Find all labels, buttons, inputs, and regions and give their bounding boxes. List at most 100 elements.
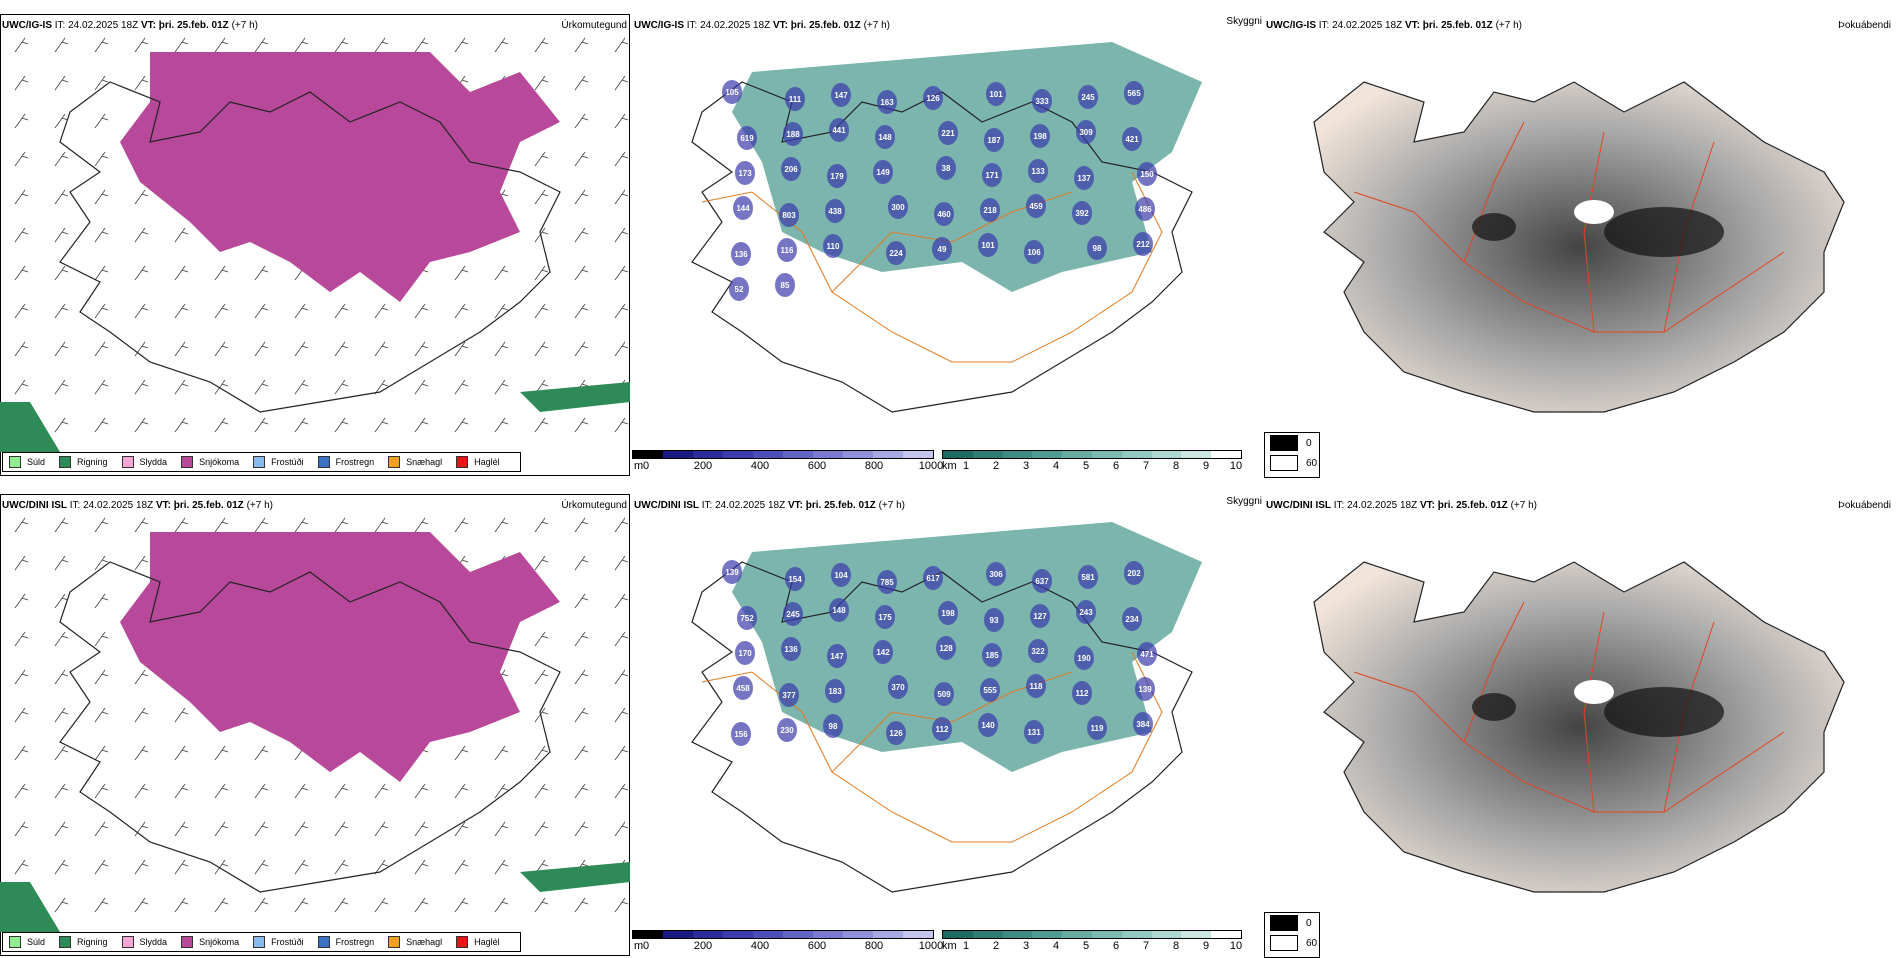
wind-barb [14, 859, 29, 875]
colorbar-cell [723, 931, 753, 938]
colorbar-cell [1211, 931, 1241, 938]
wind-barb [134, 379, 149, 395]
wind-barb [454, 265, 469, 281]
wind-barb [494, 897, 509, 913]
low-cloud-patch [735, 641, 755, 665]
lead-time: (+7 h) [863, 20, 890, 31]
cloud-base-label: 116 [781, 246, 794, 255]
wind-barb [134, 745, 149, 761]
legend-swatch [388, 936, 401, 948]
low-cloud-patch [831, 83, 851, 107]
legend-item: Frostregn [317, 936, 375, 948]
wind-barb [94, 745, 109, 761]
wind-barb [334, 341, 349, 357]
low-cloud-patch [1028, 159, 1048, 183]
colorbar-cell [633, 931, 663, 938]
low-cloud-patch [737, 126, 757, 150]
low-cloud-patch [1024, 720, 1044, 744]
visibility-scale: km 1 2 3 4 5 6 7 8 9 10 [942, 930, 1242, 958]
snowfall-area [120, 532, 560, 782]
wind-barb [14, 821, 29, 837]
wind-barb [534, 227, 549, 243]
wind-barb [174, 859, 189, 875]
cloud-base-label: 126 [926, 94, 940, 103]
low-visibility-area [732, 522, 1202, 772]
wind-barb [54, 417, 69, 433]
cloud-base-label: 392 [1075, 209, 1089, 218]
fog-map [1313, 561, 1845, 893]
wind-barb [534, 75, 549, 91]
legend-label: Súld [27, 457, 46, 467]
legend-label: Rigning [77, 457, 108, 467]
colorbar-cell [1151, 451, 1182, 458]
snowfall-area [120, 52, 560, 302]
wind-barb [174, 303, 189, 319]
vt-label: VT: [140, 20, 156, 31]
low-cloud-patch [1030, 604, 1050, 628]
colorbar-cell [903, 451, 933, 458]
cloud-base-label: 441 [832, 126, 846, 135]
legend-label: Frostúði [271, 457, 304, 467]
low-cloud-patch [1032, 569, 1052, 593]
wind-barb [414, 417, 429, 433]
low-cloud-patch [888, 195, 908, 219]
wind-barb [574, 821, 589, 837]
legend-swatch [388, 456, 401, 468]
cloud-base-label: 150 [1140, 170, 1154, 179]
wind-barb [254, 745, 269, 761]
wind-barb [214, 341, 229, 357]
cloud-base-label: 619 [740, 134, 754, 143]
fog-indicator-panel: UWC/DINI ISL IT: 24.02.2025 18Z VT: þri.… [1264, 494, 1894, 958]
model-name: UWC/DINI ISL [1266, 500, 1331, 511]
wind-barb [254, 417, 269, 433]
wind-barb [534, 783, 549, 799]
visibility-ticks: km 1 2 3 4 5 6 7 8 9 10 [942, 459, 1242, 473]
cloud-base-label: 300 [891, 203, 905, 212]
wind-barb [54, 113, 69, 129]
legend-label: Frostregn [335, 937, 375, 947]
cloud-base-label: 142 [876, 648, 890, 657]
legend-swatch [59, 456, 72, 468]
low-cloud-patch [825, 679, 845, 703]
low-cloud-patches [722, 80, 1157, 301]
low-cloud-patch [735, 161, 755, 185]
model-name: UWC/DINI ISL [634, 500, 699, 511]
cloud-base-labels: 105 111 147 163 126 101 333 245 565 619 188 441 148 2… [725, 88, 1154, 294]
clear-area [1574, 200, 1614, 224]
colorbar-tick: 5 [1082, 940, 1090, 952]
iceland-outline [691, 561, 1193, 893]
cloud-base-label: 139 [1138, 685, 1152, 694]
cloud-base-label: 370 [891, 683, 905, 692]
low-cloud-patch [1028, 639, 1048, 663]
colorbar-tick: 2 [992, 460, 1000, 472]
legend-item: Haglél [456, 456, 500, 468]
colorbar-cell [1121, 451, 1152, 458]
vt-value: þri. 25.feb. 01Z [173, 500, 244, 511]
wind-barb [174, 707, 189, 723]
precip-type-panel: UWC/DINI ISL IT: 24.02.2025 18Z VT: þri.… [0, 494, 630, 956]
vt-label: VT: [1404, 20, 1420, 31]
cloud-base-label: 171 [985, 171, 999, 180]
it-label: IT: [1333, 500, 1345, 511]
low-cloud-patch [1137, 642, 1157, 666]
wind-barb [94, 555, 109, 571]
colorbar-cell [903, 931, 933, 938]
legend-swatch [181, 456, 194, 468]
cloud-base-unit: m [634, 460, 644, 472]
wind-barb [134, 75, 149, 91]
low-cloud-patch [1026, 194, 1046, 218]
low-cloud-patch [938, 121, 958, 145]
colorbar-cell [753, 931, 783, 938]
low-cloud-patch [785, 567, 805, 591]
colorbar-cell [843, 931, 873, 938]
cloud-base-label: 212 [1136, 240, 1150, 249]
fog-legend-swatch [1270, 435, 1298, 451]
low-cloud-patch [986, 562, 1006, 586]
wind-barb [174, 783, 189, 799]
legend-label: Slydda [139, 457, 168, 467]
wind-barb [614, 265, 629, 281]
wind-barb [374, 821, 389, 837]
colorbar-cell [1181, 931, 1212, 938]
low-cloud-patch [982, 163, 1002, 187]
cloud-base-label: 245 [786, 610, 800, 619]
